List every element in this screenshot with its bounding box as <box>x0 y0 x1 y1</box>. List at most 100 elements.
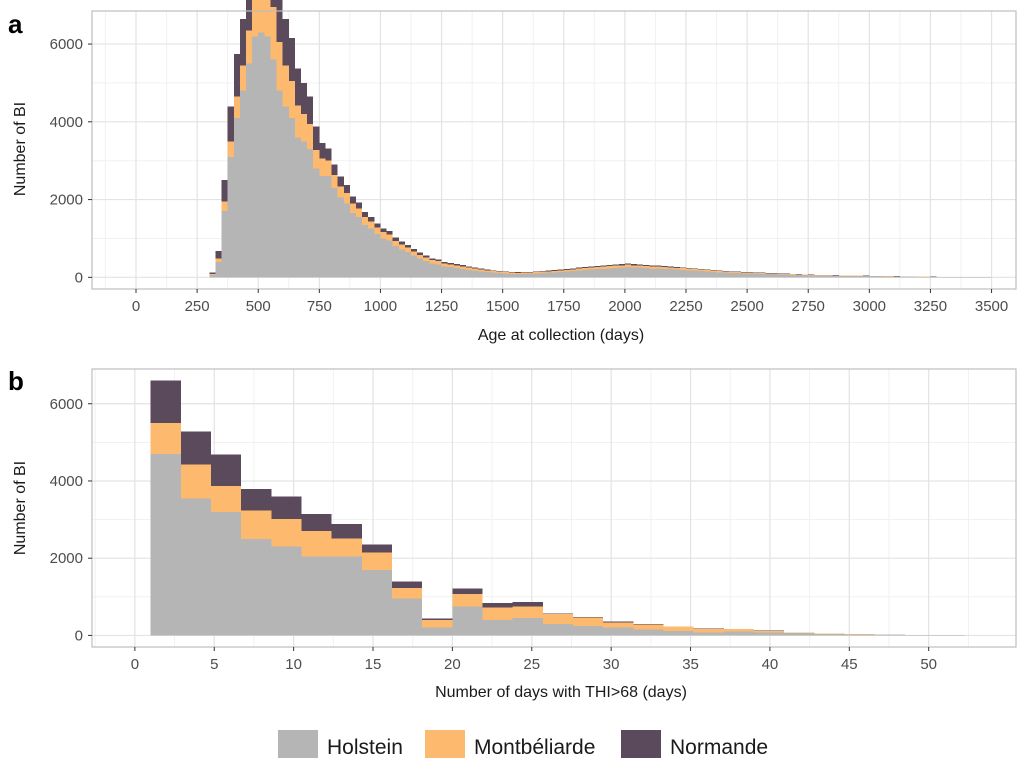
bar-montbeliarde <box>313 149 320 169</box>
x-tick-label: 2500 <box>730 298 763 315</box>
bar-normande <box>704 269 711 271</box>
bar-montbeliarde <box>802 274 809 276</box>
bar-montbeliarde <box>643 265 650 269</box>
bar-normande <box>282 18 289 66</box>
bar-holstein <box>150 453 181 636</box>
bar-holstein <box>264 36 271 278</box>
bar-holstein <box>239 90 246 278</box>
bar-montbeliarde <box>698 269 705 272</box>
bar-holstein <box>539 273 546 278</box>
bar-normande <box>150 380 181 424</box>
bar-holstein <box>563 271 570 278</box>
bar-normande <box>482 602 513 608</box>
y-tick-label: 0 <box>75 269 83 286</box>
x-tick-label: 20 <box>444 656 461 673</box>
bar-holstein <box>771 274 778 278</box>
bar-holstein <box>542 623 574 636</box>
bar-holstein <box>392 598 423 636</box>
bar-montbeliarde <box>246 30 253 64</box>
legend-label-montbeliarde: Montbéliarde <box>474 736 595 759</box>
bar-normande <box>398 241 405 245</box>
bar-normande <box>362 212 369 218</box>
bar-montbeliarde <box>637 265 644 268</box>
bar-holstein <box>606 268 613 278</box>
x-tick-label: 2000 <box>608 298 641 315</box>
bar-montbeliarde <box>588 267 595 270</box>
panel-a-x-axis-title: Age at collection (days) <box>478 327 644 344</box>
bar-holstein <box>435 264 442 278</box>
bar-montbeliarde <box>692 269 699 271</box>
bar-holstein <box>313 168 320 278</box>
bar-holstein <box>777 274 784 278</box>
x-tick-label: 3250 <box>914 298 947 315</box>
bar-holstein <box>693 632 724 636</box>
bar-holstein <box>282 106 289 278</box>
bar-montbeliarde <box>569 269 576 272</box>
bar-normande <box>637 264 644 266</box>
x-tick-label: 0 <box>132 298 140 315</box>
bar-normande <box>603 621 634 623</box>
bar-montbeliarde <box>325 160 332 177</box>
bar-montbeliarde <box>527 272 534 274</box>
bar-normande <box>542 613 574 615</box>
bar-holstein <box>857 276 864 278</box>
bar-holstein <box>502 273 509 278</box>
bar-holstein <box>573 625 604 636</box>
x-tick-label: 10 <box>285 656 302 673</box>
bar-montbeliarde <box>417 254 424 259</box>
bar-montbeliarde <box>490 271 497 273</box>
bar-holstein <box>466 269 473 278</box>
bar-holstein <box>337 197 344 278</box>
bar-holstein <box>478 271 485 278</box>
x-tick-label: 40 <box>762 656 779 673</box>
bar-montbeliarde <box>380 232 387 239</box>
bar-montbeliarde <box>288 80 295 118</box>
bar-normande <box>452 588 483 595</box>
bar-normande <box>441 261 448 264</box>
bar-montbeliarde <box>573 617 604 626</box>
bar-montbeliarde <box>429 260 436 264</box>
panel-b-plot: 0 5 10 15 20 25 30 35 40 45 50 0 2000 4000 6000 Numbe… <box>12 368 1017 701</box>
bar-montbeliarde <box>624 264 631 267</box>
bar-normande <box>356 202 363 209</box>
bar-holstein <box>633 629 664 636</box>
bar-holstein <box>704 271 711 278</box>
bar-holstein <box>643 268 650 278</box>
bar-montbeliarde <box>661 266 668 269</box>
bar-montbeliarde <box>789 274 796 275</box>
bar-montbeliarde <box>301 114 308 142</box>
bar-normande <box>209 272 216 275</box>
bar-holstein <box>417 258 424 278</box>
x-tick-label: 50 <box>920 656 937 673</box>
bar-holstein <box>844 634 875 636</box>
bar-normande <box>573 616 604 618</box>
bar-holstein <box>294 137 301 278</box>
bar-holstein <box>594 269 601 278</box>
bar-montbeliarde <box>209 274 216 276</box>
bar-holstein <box>826 275 833 278</box>
bar-holstein <box>411 255 418 278</box>
bar-montbeliarde <box>521 272 528 274</box>
bar-normande <box>606 265 613 267</box>
bar-holstein <box>349 213 356 278</box>
x-tick-label: 2750 <box>792 298 825 315</box>
bar-montbeliarde <box>307 123 314 150</box>
bar-normande <box>246 0 253 31</box>
bar-montbeliarde <box>453 265 460 269</box>
bar-normande <box>429 258 436 261</box>
panel-a-border <box>91 10 1017 290</box>
bar-montbeliarde <box>693 628 724 633</box>
bar-montbeliarde <box>728 271 735 273</box>
bar-holstein <box>673 269 680 278</box>
y-tick-label: 2000 <box>50 550 83 567</box>
x-tick-label: 1250 <box>425 298 458 315</box>
bar-normande <box>392 581 423 588</box>
bar-holstein <box>527 273 534 278</box>
bar-holstein <box>429 263 436 278</box>
bar-normande <box>459 265 466 267</box>
bar-holstein <box>716 272 723 278</box>
bar-holstein <box>692 270 699 278</box>
bar-holstein <box>582 269 589 278</box>
bar-montbeliarde <box>271 518 302 547</box>
bar-montbeliarde <box>673 267 680 270</box>
